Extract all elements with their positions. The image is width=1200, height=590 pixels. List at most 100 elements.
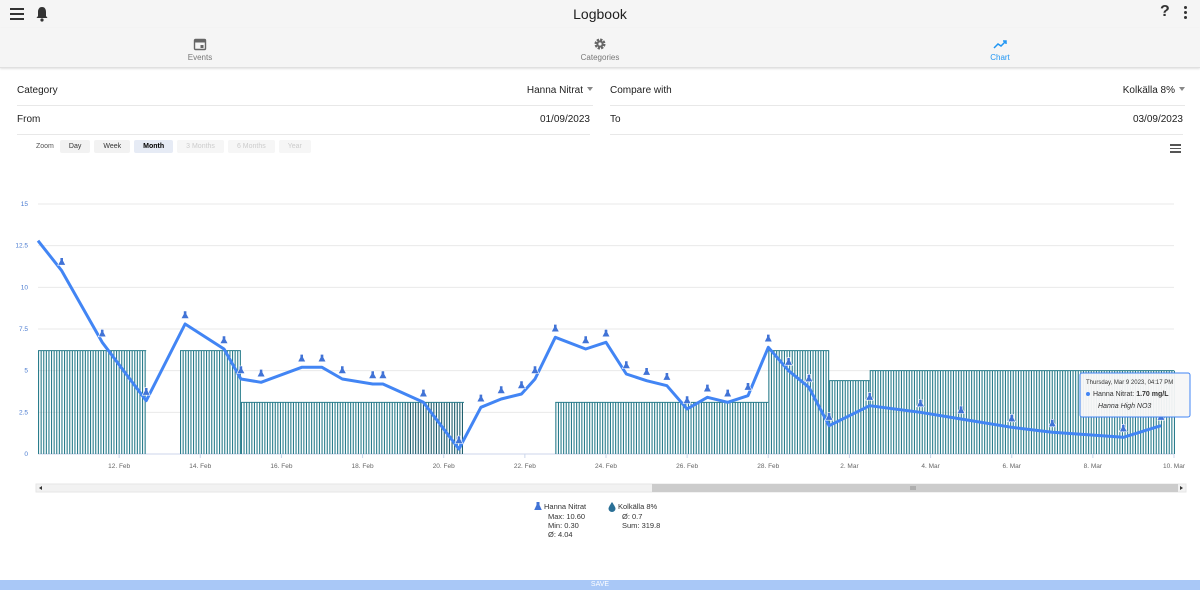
bar: [809, 350, 811, 454]
bar: [695, 402, 697, 454]
from-date-field[interactable]: From 01/09/2023: [17, 106, 590, 135]
flask-icon: [476, 393, 486, 403]
bell-icon[interactable]: [35, 6, 49, 22]
bar: [266, 402, 268, 454]
bar: [292, 402, 294, 454]
data-point: [337, 365, 347, 374]
bar: [1012, 370, 1014, 454]
bar: [277, 402, 279, 454]
bar: [74, 350, 76, 454]
bar: [849, 380, 851, 454]
bar: [578, 402, 580, 454]
bar: [407, 402, 409, 454]
bar: [394, 402, 396, 454]
zoom-bar: Zoom Day Week Month 3 Months 6 Months Year: [36, 140, 315, 153]
compare-select[interactable]: Compare with Kolkälla 8%: [610, 77, 1185, 106]
bar: [968, 370, 970, 454]
data-point: [915, 398, 925, 408]
bar: [932, 370, 934, 454]
zoom-month-button[interactable]: Month: [134, 140, 174, 153]
flask-icon: [496, 385, 506, 394]
compare-value[interactable]: Kolkälla 8%: [1123, 85, 1185, 96]
bar: [1033, 370, 1035, 454]
bar: [251, 402, 253, 454]
bar: [868, 380, 870, 454]
scrollbar-track[interactable]: [35, 483, 1187, 493]
zoom-3months-button[interactable]: 3 Months: [177, 140, 224, 153]
bar: [965, 370, 967, 454]
bar: [97, 350, 99, 454]
flask-icon: [621, 360, 631, 369]
data-point: [804, 374, 814, 383]
save-button[interactable]: SAVE: [0, 580, 1200, 590]
bar: [123, 350, 125, 454]
from-value[interactable]: 01/09/2023: [539, 114, 590, 125]
data-point: [763, 334, 773, 343]
bar: [368, 402, 370, 454]
bar: [952, 370, 954, 454]
data-point: [662, 372, 672, 381]
menu-icon[interactable]: [10, 8, 24, 20]
flask-icon: [743, 382, 753, 391]
tooltip: Thursday, Mar 9 2023, 04:17 PM Hanna Nitr…: [1079, 372, 1191, 418]
x-tick-label: 28. Feb: [757, 463, 779, 470]
bar: [90, 350, 92, 454]
bar: [713, 402, 715, 454]
zoom-day-button[interactable]: Day: [59, 140, 91, 153]
chart-menu-icon[interactable]: [1170, 144, 1181, 153]
data-point: [550, 324, 560, 333]
flask-icon: [378, 370, 388, 379]
bar: [221, 350, 223, 454]
legend-stat: Max: 10.60: [548, 512, 585, 521]
bar: [812, 350, 814, 454]
bar: [807, 350, 809, 454]
bar: [373, 402, 375, 454]
tab-chart[interactable]: Chart: [800, 28, 1200, 68]
bar: [680, 402, 682, 454]
bar: [389, 402, 391, 454]
to-value[interactable]: 03/09/2023: [1132, 114, 1183, 125]
bar: [778, 350, 780, 454]
to-date-field[interactable]: To 03/09/2023: [610, 106, 1183, 135]
bar: [224, 350, 226, 454]
flask-icon: [956, 405, 966, 414]
bar: [596, 402, 598, 454]
bar: [198, 350, 200, 454]
zoom-6months-button[interactable]: 6 Months: [227, 140, 275, 153]
calendar-icon: [193, 38, 207, 51]
bar: [1002, 370, 1004, 454]
bar: [955, 370, 957, 454]
bar: [229, 350, 231, 454]
bar: [638, 402, 640, 454]
bar: [693, 402, 695, 454]
bar: [755, 402, 757, 454]
bar: [855, 380, 857, 454]
legend-name: Hanna Nitrat: [544, 502, 587, 511]
flask-icon: [368, 370, 378, 379]
bar: [799, 350, 801, 454]
category-value[interactable]: Hanna Nitrat: [527, 85, 593, 96]
bar: [226, 350, 228, 454]
bar: [95, 350, 97, 454]
more-vert-icon[interactable]: [1184, 6, 1188, 20]
bar: [711, 402, 713, 454]
bar: [703, 402, 705, 454]
bar: [651, 402, 653, 454]
bar: [329, 402, 331, 454]
bar: [105, 350, 107, 454]
tooltip-date: Thursday, Mar 9 2023, 04:17 PM: [1086, 380, 1173, 386]
category-select[interactable]: Category Hanna Nitrat: [17, 77, 593, 106]
zoom-year-button[interactable]: Year: [278, 140, 311, 153]
bar: [409, 402, 411, 454]
y-tick-label: 12.5: [16, 243, 28, 250]
bar: [219, 350, 221, 454]
x-tick-label: 6. Mar: [1003, 463, 1022, 470]
bar: [802, 350, 804, 454]
tab-categories[interactable]: Categories: [400, 28, 800, 68]
zoom-week-button[interactable]: Week: [94, 140, 131, 153]
bar: [973, 370, 975, 454]
tab-events[interactable]: Events: [0, 28, 400, 68]
help-icon[interactable]: ?: [1160, 3, 1170, 20]
